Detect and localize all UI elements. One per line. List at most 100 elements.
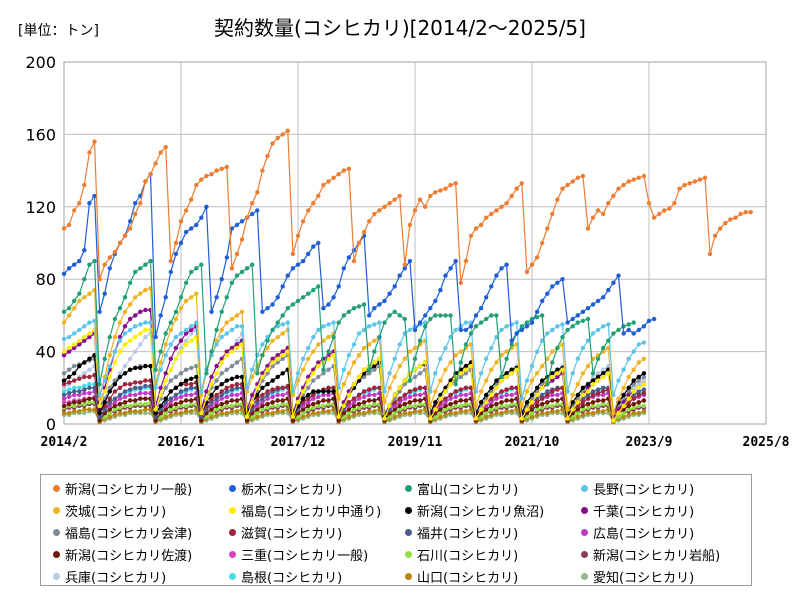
data-point [183,338,189,343]
data-point [606,201,611,206]
data-point [601,401,606,407]
data-point [102,400,107,405]
legend-item: 三重(コシヒカリ一般) [223,544,399,565]
data-point [82,407,87,412]
data-point [540,401,545,407]
data-point [102,378,107,383]
data-point [595,327,601,333]
data-point [580,403,586,409]
data-point [168,356,173,361]
data-point [234,273,240,278]
data-point [280,392,285,398]
data-point [728,217,733,222]
data-point [494,405,499,410]
data-point [275,403,280,409]
data-point [458,371,463,376]
data-point [97,403,102,409]
data-point [143,391,148,396]
data-point [189,401,194,407]
data-point [260,353,265,358]
data-point [138,291,143,296]
data-point [224,403,229,409]
data-point [219,309,224,314]
data-point [219,327,224,333]
data-point [127,382,133,387]
data-point [585,396,591,401]
data-point [224,367,229,372]
series-group [61,327,647,423]
data-point [590,302,596,307]
data-point [494,313,499,318]
data-point [77,385,82,390]
data-point [341,266,346,271]
data-point [601,371,606,376]
data-point [127,316,133,322]
data-point [361,345,367,351]
data-point [112,382,118,387]
data-point [509,385,514,390]
data-point [290,392,296,398]
data-point [545,400,550,405]
data-point [621,182,626,188]
data-point [473,416,479,421]
data-point [117,405,123,410]
data-point [77,338,82,343]
data-point [163,331,168,336]
data-point [611,331,616,336]
data-point [590,392,596,398]
data-point [489,345,494,351]
data-point [412,387,418,392]
data-point [356,401,362,407]
data-point [534,400,540,405]
data-point [219,389,224,394]
data-point [97,309,102,314]
data-point [575,356,580,361]
data-point [636,360,641,365]
data-point [636,392,641,398]
data-point [295,233,301,238]
data-point [443,396,448,401]
data-point [392,197,397,202]
data-point [122,382,128,387]
data-point [463,363,469,369]
legend-label: 茨城(コシヒカリ) [65,505,167,520]
data-point [122,331,128,336]
data-point [87,396,92,401]
data-point [372,322,377,327]
data-point [260,407,265,412]
data-point [72,392,77,398]
data-point [529,392,535,398]
data-point [178,295,184,300]
data-point [143,320,148,325]
data-point [82,360,87,365]
data-point [112,396,118,401]
data-point [519,327,524,333]
data-point [168,396,173,401]
data-point [407,410,413,416]
data-point [621,392,626,398]
data-point [178,240,184,246]
data-point [407,349,413,354]
data-point [351,412,357,418]
data-point [534,392,540,398]
data-point [61,400,67,405]
data-point [372,306,377,311]
data-point [621,367,626,372]
data-point [183,280,189,285]
data-point [189,398,194,403]
data-point [158,360,163,365]
data-point [173,251,179,257]
data-point [265,401,270,407]
data-point [82,387,87,392]
data-point [616,186,621,191]
legend-item: 千葉(コシヒカリ) [575,500,751,521]
data-point [158,349,163,354]
legend-label: 三重(コシヒカリ一般) [241,549,369,564]
data-point [341,403,346,409]
data-point [194,363,199,369]
data-point [194,266,199,271]
legend-label: 新潟(コシヒカリ佐渡) [65,549,193,564]
data-point [112,334,118,340]
data-point [636,400,641,405]
data-point [392,392,397,398]
